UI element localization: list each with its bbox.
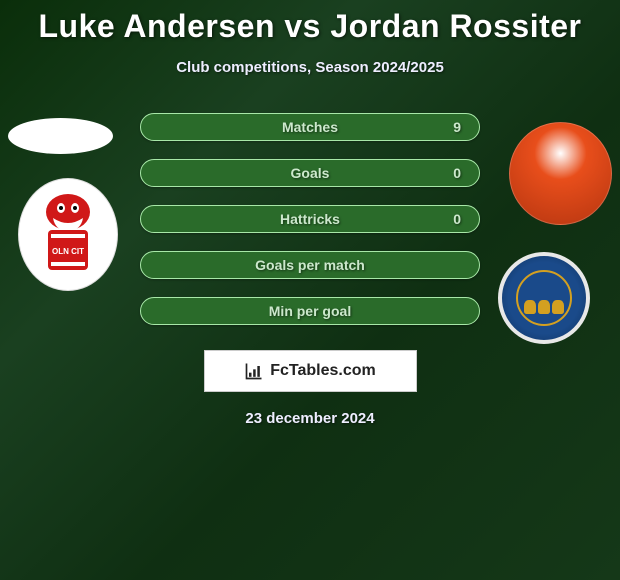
stat-value-right: 9 — [453, 119, 461, 135]
stat-row: Min per goal — [0, 288, 620, 334]
subtitle: Club competitions, Season 2024/2025 — [176, 59, 444, 76]
date-label: 23 december 2024 — [245, 410, 374, 427]
stat-label: Goals — [291, 165, 330, 181]
stat-label: Hattricks — [280, 211, 340, 227]
stat-value-right: 0 — [453, 211, 461, 227]
site-attribution[interactable]: FcTables.com — [204, 350, 417, 392]
stat-value-right: 0 — [453, 165, 461, 181]
stat-bar: Min per goal — [140, 297, 480, 325]
stat-row: Hattricks 0 — [0, 196, 620, 242]
stats-table: Matches 9 Goals 0 Hattricks 0 Goals per … — [0, 104, 620, 334]
comparison-card: Luke Andersen vs Jordan Rossiter Club co… — [0, 0, 620, 580]
site-label: FcTables.com — [270, 362, 376, 380]
stat-bar: Hattricks 0 — [140, 205, 480, 233]
stat-label: Goals per match — [255, 257, 365, 273]
stat-row: Goals 0 — [0, 150, 620, 196]
stat-row: Goals per match — [0, 242, 620, 288]
stat-bar: Matches 9 — [140, 113, 480, 141]
stat-label: Matches — [282, 119, 338, 135]
stat-label: Min per goal — [269, 303, 351, 319]
stat-row: Matches 9 — [0, 104, 620, 150]
stat-bar: Goals 0 — [140, 159, 480, 187]
stat-bar: Goals per match — [140, 251, 480, 279]
page-title: Luke Andersen vs Jordan Rossiter — [39, 8, 582, 45]
chart-icon — [244, 361, 264, 381]
